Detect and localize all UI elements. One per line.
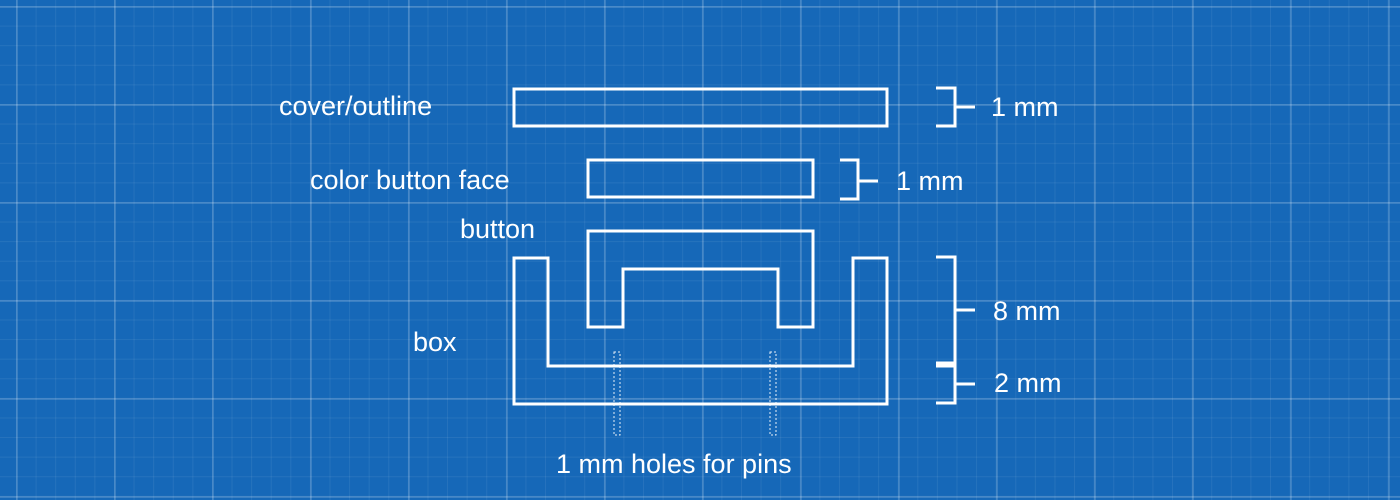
box-height-dimension-label: 8 mm	[993, 296, 1061, 326]
box-part	[512, 256, 889, 406]
button-label: button	[460, 214, 536, 244]
box-base-dimension-label: 2 mm	[994, 368, 1062, 398]
cover-dimension-bracket	[936, 86, 975, 128]
pin-hole-right	[769, 351, 777, 436]
pin-hole-left	[613, 351, 621, 436]
color-face-dimension-label: 1 mm	[896, 166, 964, 196]
box-base-dimension-bracket	[936, 364, 975, 405]
color-button-face-label: color button face	[310, 165, 510, 195]
cover-dimension-label: 1 mm	[991, 92, 1059, 122]
cover-outline-layer	[512, 87, 889, 128]
pin-holes-label: 1 mm holes for pins	[556, 449, 792, 479]
color-button-face-layer	[586, 158, 815, 199]
button-part	[586, 229, 815, 329]
box-label: box	[413, 327, 457, 357]
color-face-dimension-bracket	[840, 158, 878, 201]
box-height-dimension-bracket	[936, 255, 975, 365]
cover-outline-label: cover/outline	[279, 91, 433, 121]
